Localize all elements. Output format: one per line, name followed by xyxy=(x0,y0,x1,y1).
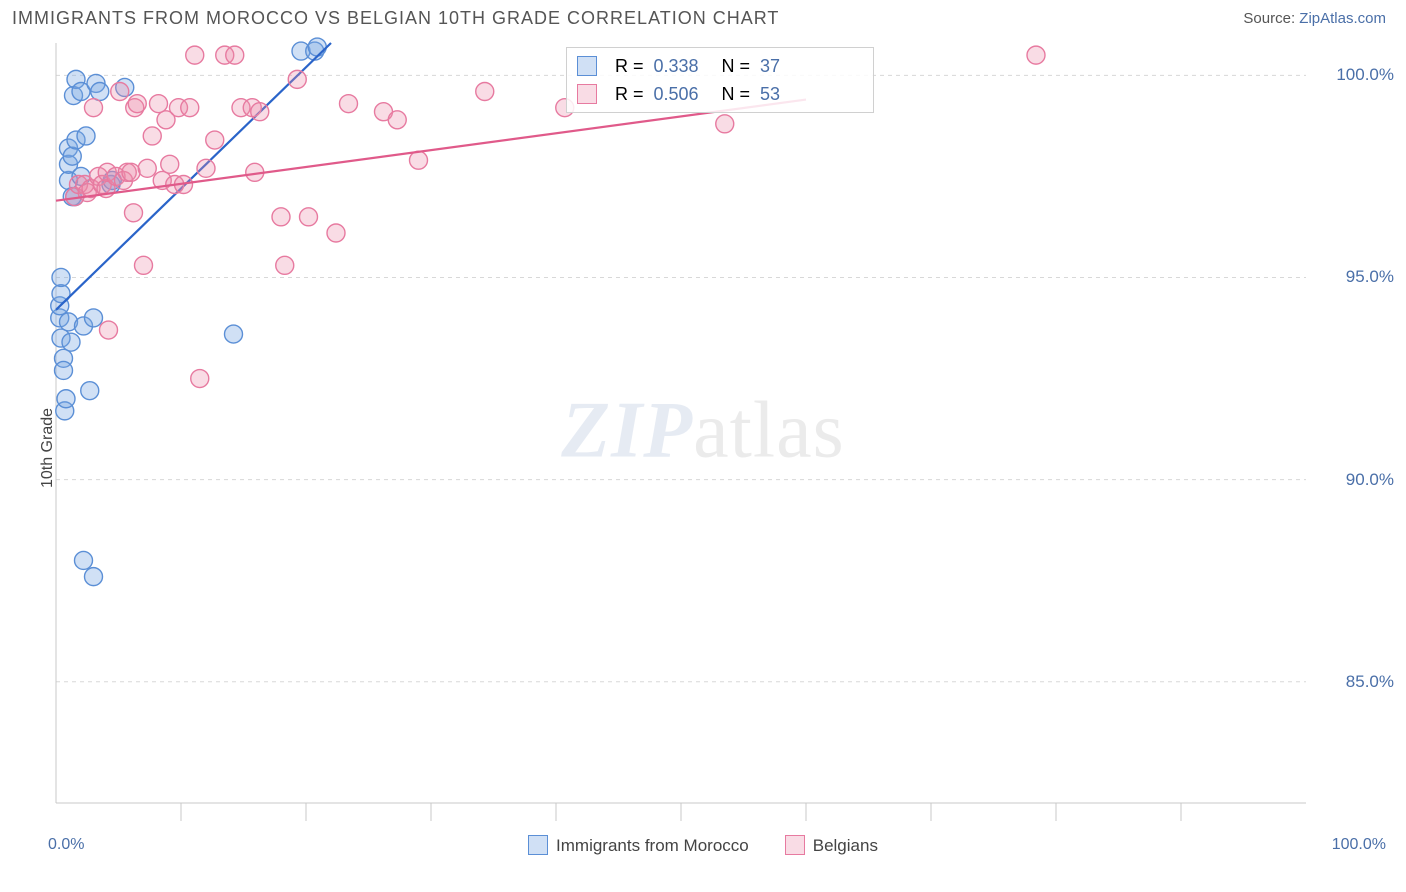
legend-swatch xyxy=(577,56,597,76)
legend-item: Immigrants from Morocco xyxy=(528,835,749,856)
stats-row: R = 0.506 N = 53 xyxy=(577,80,863,108)
data-point xyxy=(75,551,93,569)
chart-title: IMMIGRANTS FROM MOROCCO VS BELGIAN 10TH … xyxy=(12,8,779,29)
r-value: 0.338 xyxy=(654,56,712,77)
data-point xyxy=(288,70,306,88)
data-point xyxy=(77,127,95,145)
n-label: N = xyxy=(722,56,751,77)
data-point xyxy=(135,256,153,274)
data-point xyxy=(122,163,140,181)
data-point xyxy=(181,99,199,117)
r-value: 0.506 xyxy=(654,84,712,105)
data-point xyxy=(91,83,109,101)
legend-label: Immigrants from Morocco xyxy=(556,836,749,855)
y-tick-label: 90.0% xyxy=(1346,470,1394,490)
stats-row: R = 0.338 N = 37 xyxy=(577,52,863,80)
r-label: R = xyxy=(615,84,644,105)
legend-swatch xyxy=(785,835,805,855)
source-prefix: Source: xyxy=(1243,10,1299,27)
data-point xyxy=(300,208,318,226)
data-point xyxy=(226,46,244,64)
r-label: R = xyxy=(615,56,644,77)
data-point xyxy=(138,159,156,177)
data-point xyxy=(191,370,209,388)
legend-swatch xyxy=(577,84,597,104)
data-point xyxy=(251,103,269,121)
data-point xyxy=(85,309,103,327)
data-point xyxy=(206,131,224,149)
stats-box: R = 0.338 N = 37 R = 0.506 N = 53 xyxy=(566,47,874,113)
data-point xyxy=(57,390,75,408)
bottom-legend: 0.0% Immigrants from Morocco Belgians 100… xyxy=(0,827,1406,863)
data-point xyxy=(100,321,118,339)
data-point xyxy=(272,208,290,226)
n-value: 37 xyxy=(760,56,780,77)
x-axis-max-label: 100.0% xyxy=(1332,836,1386,854)
data-point xyxy=(1027,46,1045,64)
data-point xyxy=(63,147,81,165)
x-axis-min-label: 0.0% xyxy=(48,836,84,854)
legend-swatch xyxy=(528,835,548,855)
data-point xyxy=(197,159,215,177)
data-point xyxy=(410,151,428,169)
y-tick-label: 95.0% xyxy=(1346,267,1394,287)
data-point xyxy=(62,333,80,351)
source-link[interactable]: ZipAtlas.com xyxy=(1299,10,1386,27)
data-point xyxy=(327,224,345,242)
y-tick-label: 85.0% xyxy=(1346,672,1394,692)
data-point xyxy=(340,95,358,113)
data-point xyxy=(55,361,73,379)
data-point xyxy=(85,99,103,117)
legend-label: Belgians xyxy=(813,836,878,855)
data-point xyxy=(150,95,168,113)
data-point xyxy=(276,256,294,274)
legend-item: Belgians xyxy=(785,835,878,856)
y-tick-label: 100.0% xyxy=(1336,65,1394,85)
data-point xyxy=(143,127,161,145)
data-point xyxy=(125,204,143,222)
n-value: 53 xyxy=(760,84,780,105)
n-label: N = xyxy=(722,84,751,105)
data-point xyxy=(388,111,406,129)
data-point xyxy=(186,46,204,64)
data-point xyxy=(225,325,243,343)
data-point xyxy=(128,95,146,113)
data-point xyxy=(81,382,99,400)
scatter-plot xyxy=(0,33,1406,863)
data-point xyxy=(476,83,494,101)
source-line: Source: ZipAtlas.com xyxy=(1243,10,1386,27)
data-point xyxy=(308,38,326,56)
data-point xyxy=(161,155,179,173)
chart-area: 10th Grade ZIPatlas 100.0%95.0%90.0%85.0… xyxy=(0,33,1406,863)
data-point xyxy=(52,268,70,286)
data-point xyxy=(85,568,103,586)
data-point xyxy=(111,83,129,101)
data-point xyxy=(716,115,734,133)
